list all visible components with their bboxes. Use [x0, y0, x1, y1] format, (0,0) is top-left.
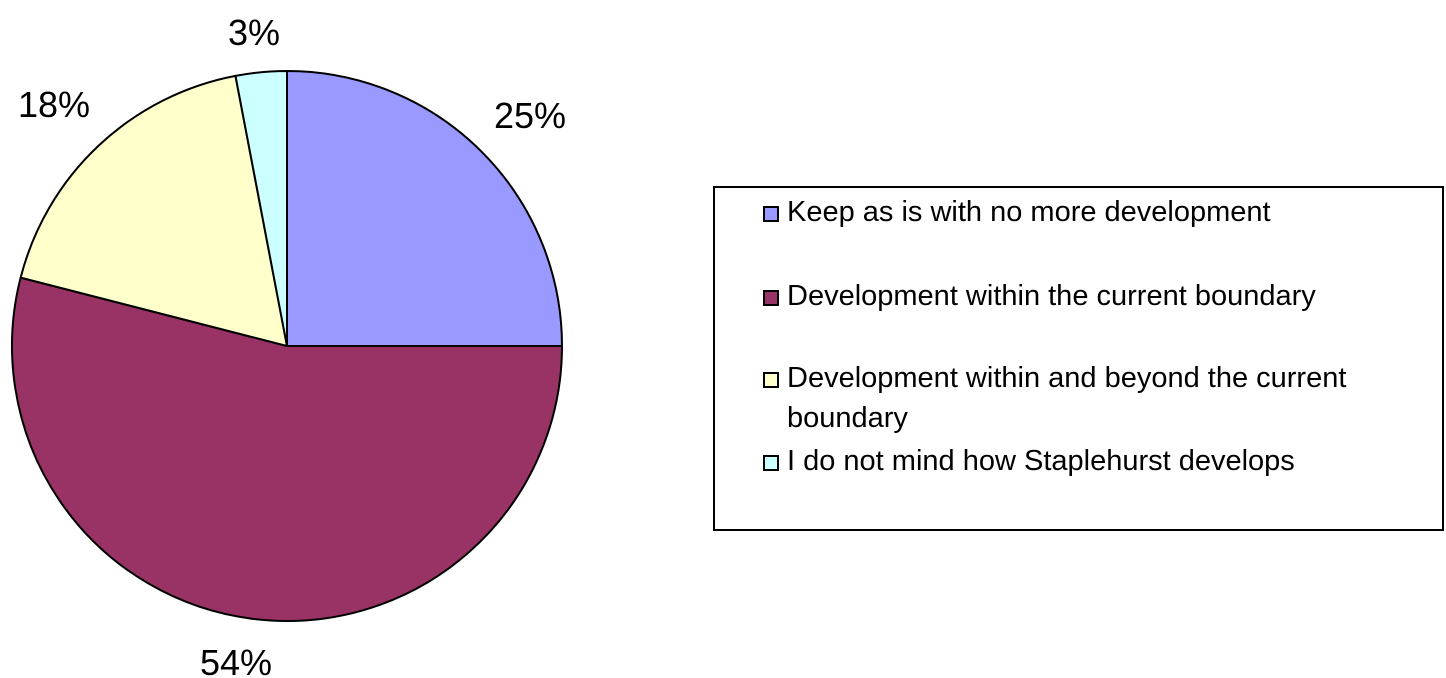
pie-slices	[11, 70, 563, 622]
legend-label: Keep as is with no more development	[787, 196, 1271, 228]
pie-label-within-boundary: 54%	[200, 642, 272, 678]
pie-slice-within-and-beyond	[19, 74, 288, 347]
legend: Keep as is with no more development Deve…	[713, 186, 1444, 531]
legend-label: Development within the current boundary	[787, 280, 1316, 312]
legend-item-within-boundary: Development within the current boundary	[763, 276, 1433, 316]
pie-label-keep-as-is: 25%	[494, 95, 566, 136]
pie-label-do-not-mind: 3%	[228, 12, 280, 53]
legend-swatch	[763, 455, 779, 471]
legend-item-within-and-beyond: Development within and beyond the curren…	[763, 358, 1433, 438]
legend-item-do-not-mind: I do not mind how Staplehurst develops	[763, 441, 1433, 481]
pie-slice-keep-as-is	[286, 70, 563, 347]
legend-label: I do not mind how Staplehurst develops	[787, 445, 1295, 477]
pie-chart: 25% 54% 18% 3%	[11, 12, 566, 678]
legend-item-keep-as-is: Keep as is with no more development	[763, 192, 1433, 232]
legend-label: Development within and beyond the curren…	[787, 362, 1347, 434]
pie-label-within-and-beyond: 18%	[18, 84, 90, 125]
legend-swatch	[763, 372, 779, 388]
legend-swatch	[763, 290, 779, 306]
pie-value-labels: 25% 54% 18% 3%	[18, 12, 566, 678]
pie-slice-within-boundary	[11, 276, 563, 622]
legend-swatch	[763, 206, 779, 222]
pie-slice-do-not-mind	[234, 70, 288, 347]
